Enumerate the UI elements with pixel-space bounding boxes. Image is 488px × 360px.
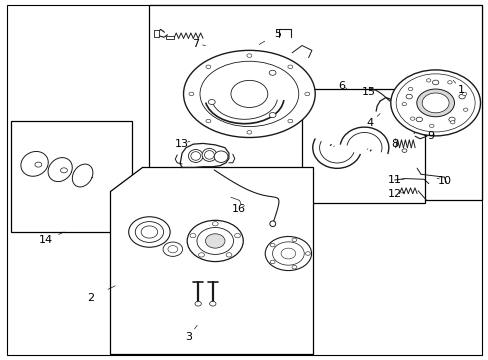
Ellipse shape: [421, 93, 448, 113]
Text: 9: 9: [427, 131, 433, 141]
Ellipse shape: [234, 234, 240, 238]
Ellipse shape: [204, 150, 214, 159]
Text: 14: 14: [39, 235, 53, 245]
Ellipse shape: [461, 92, 466, 95]
Ellipse shape: [214, 151, 227, 162]
Ellipse shape: [187, 220, 243, 262]
Ellipse shape: [141, 226, 158, 238]
Ellipse shape: [128, 217, 170, 247]
Polygon shape: [110, 167, 312, 354]
Ellipse shape: [205, 119, 210, 123]
Ellipse shape: [190, 234, 196, 238]
Text: 5: 5: [274, 29, 281, 39]
Ellipse shape: [449, 121, 454, 124]
Ellipse shape: [401, 103, 406, 106]
Text: 8: 8: [390, 139, 397, 149]
Text: 4: 4: [366, 118, 373, 128]
Ellipse shape: [390, 70, 480, 136]
Ellipse shape: [287, 65, 292, 69]
Ellipse shape: [225, 253, 231, 257]
Ellipse shape: [281, 248, 295, 259]
Ellipse shape: [407, 87, 412, 91]
Ellipse shape: [305, 252, 310, 255]
Ellipse shape: [35, 162, 41, 167]
Ellipse shape: [431, 80, 438, 85]
Ellipse shape: [287, 119, 292, 123]
Ellipse shape: [463, 108, 467, 111]
Ellipse shape: [409, 117, 414, 120]
Ellipse shape: [304, 92, 309, 96]
Ellipse shape: [189, 92, 193, 96]
Ellipse shape: [198, 253, 204, 257]
Text: 16: 16: [231, 204, 245, 214]
Ellipse shape: [163, 242, 182, 256]
Ellipse shape: [269, 221, 275, 226]
Ellipse shape: [395, 74, 474, 132]
Ellipse shape: [272, 242, 304, 265]
Ellipse shape: [405, 94, 411, 99]
Text: 12: 12: [387, 189, 401, 199]
Ellipse shape: [190, 152, 200, 160]
Bar: [154, 30, 159, 37]
Ellipse shape: [246, 54, 251, 57]
Ellipse shape: [61, 168, 67, 173]
Ellipse shape: [415, 117, 422, 122]
Text: 7: 7: [192, 39, 199, 49]
Ellipse shape: [291, 238, 296, 242]
Bar: [149, 5, 482, 200]
Ellipse shape: [458, 94, 464, 99]
Ellipse shape: [268, 70, 275, 75]
Ellipse shape: [264, 237, 311, 271]
Ellipse shape: [428, 124, 433, 127]
Ellipse shape: [269, 243, 274, 247]
Ellipse shape: [188, 149, 203, 162]
Text: 11: 11: [387, 175, 401, 185]
Ellipse shape: [230, 80, 267, 108]
Ellipse shape: [197, 228, 233, 255]
Text: 13: 13: [175, 139, 189, 149]
Ellipse shape: [212, 222, 218, 226]
Text: 1: 1: [457, 85, 464, 95]
Ellipse shape: [135, 222, 163, 242]
Ellipse shape: [447, 81, 451, 84]
Ellipse shape: [202, 148, 216, 161]
Text: 3: 3: [184, 332, 191, 342]
Ellipse shape: [209, 301, 216, 306]
Ellipse shape: [183, 50, 315, 138]
Ellipse shape: [246, 130, 251, 134]
Ellipse shape: [205, 234, 224, 248]
Ellipse shape: [205, 65, 210, 69]
Text: 10: 10: [437, 176, 450, 186]
Ellipse shape: [269, 260, 274, 264]
Ellipse shape: [195, 301, 201, 306]
Ellipse shape: [416, 89, 453, 117]
Bar: [11, 121, 132, 232]
Bar: [165, 36, 173, 39]
Ellipse shape: [426, 79, 430, 82]
Ellipse shape: [208, 99, 215, 104]
Ellipse shape: [268, 113, 275, 118]
Bar: [302, 89, 424, 203]
Text: 6: 6: [338, 81, 345, 91]
Ellipse shape: [291, 265, 296, 269]
Text: 15: 15: [361, 87, 375, 97]
Ellipse shape: [200, 61, 298, 127]
Ellipse shape: [167, 246, 177, 253]
Text: 2: 2: [87, 293, 94, 303]
Ellipse shape: [448, 117, 454, 122]
